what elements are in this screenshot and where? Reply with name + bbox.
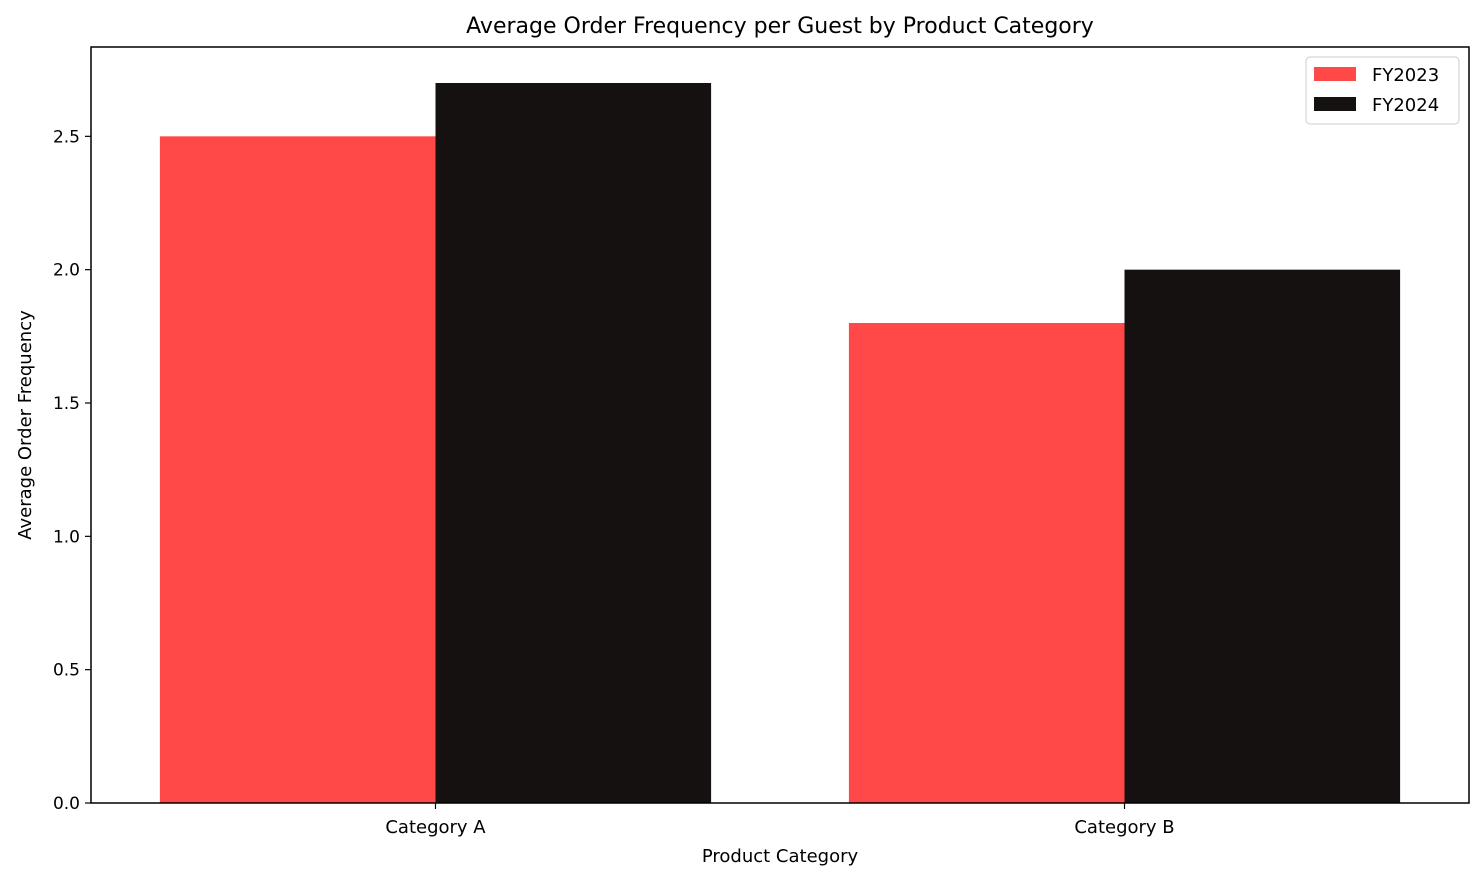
bar-fy2023-category-b xyxy=(848,323,1125,803)
legend-swatch-fy2023 xyxy=(1314,67,1356,81)
legend-label-fy2024: FY2024 xyxy=(1372,95,1439,116)
axes-layer: 0.0 0.5 1.0 1.5 2.0 2.5 Category A Category B xyxy=(53,46,1470,838)
y-tick-label: 1.5 xyxy=(53,394,80,414)
bar-fy2024-category-a xyxy=(435,83,712,803)
y-tick-label: 0.0 xyxy=(53,794,80,814)
bar-fy2023-category-a xyxy=(159,136,436,804)
y-tick-label: 2.5 xyxy=(53,127,80,147)
legend-label-fy2023: FY2023 xyxy=(1372,65,1439,86)
x-tick-label: Category A xyxy=(385,817,486,838)
x-axis-label: Product Category xyxy=(702,846,859,867)
y-axis-label: Average Order Frequency xyxy=(15,310,36,540)
legend: FY2023 FY2024 xyxy=(1305,56,1460,125)
x-tick-label: Category B xyxy=(1074,817,1174,838)
plot-frame xyxy=(90,46,1470,804)
legend-swatch-fy2024 xyxy=(1314,97,1356,111)
bar-fy2024-category-b xyxy=(1124,269,1401,804)
bars-layer xyxy=(159,83,1401,804)
y-tick-label: 0.5 xyxy=(53,661,80,681)
y-tick-label: 1.0 xyxy=(53,527,80,547)
y-tick-label: 2.0 xyxy=(53,261,80,281)
chart-title: Average Order Frequency per Guest by Pro… xyxy=(466,14,1094,39)
